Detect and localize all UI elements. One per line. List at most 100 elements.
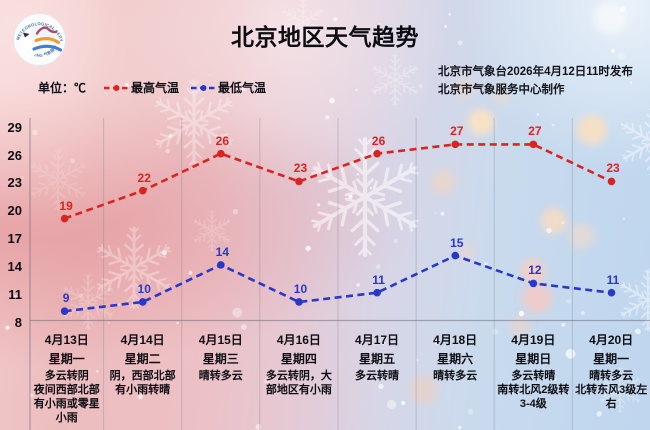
max-temp-point xyxy=(373,149,381,158)
snow-dot xyxy=(70,158,75,164)
forecast-date: 4月14日 xyxy=(120,333,165,347)
forecast-condition-line: 3-4级 xyxy=(519,397,547,410)
forecast-condition: 多云转阴，大 部地区有小雨 xyxy=(256,369,342,397)
snow-dot xyxy=(107,322,110,324)
snowflake-decoration xyxy=(27,148,89,212)
min-temp-point xyxy=(607,288,616,297)
min-temp-value-label: 12 xyxy=(528,263,542,278)
forecast-date: 4月19日 xyxy=(511,333,556,347)
snow-dot xyxy=(369,186,373,190)
forecast-condition: 晴转多云 xyxy=(178,369,264,383)
max-temp-point xyxy=(451,140,460,149)
snow-dot xyxy=(329,97,335,104)
forecast-weekday: 星期一 xyxy=(593,352,630,366)
snowflake-decoration xyxy=(617,268,650,332)
max-temp-value-label: 26 xyxy=(215,133,230,148)
page-title: 北京地区天气趋势 xyxy=(231,24,419,50)
snowflake-decoration xyxy=(308,139,421,255)
min-temp-value-label: 14 xyxy=(215,244,230,259)
bokeh-light xyxy=(541,208,567,234)
bokeh-light xyxy=(431,170,455,194)
snow-dot xyxy=(458,425,462,430)
forecast-condition-line: 右 xyxy=(605,397,617,410)
y-tick-label: 11 xyxy=(8,286,22,302)
max-temp-point xyxy=(60,214,69,223)
snow-dot xyxy=(356,173,360,176)
forecast-date: 4月18日 xyxy=(433,333,478,347)
snow-dot xyxy=(161,250,167,256)
forecast-condition-line: 晴转多云 xyxy=(589,369,634,382)
y-tick-label: 14 xyxy=(7,258,22,274)
forecast-condition: 晴转多云 xyxy=(412,369,498,383)
forecast-date: 4月20日 xyxy=(589,333,634,347)
forecast-condition: 多云转晴 xyxy=(334,369,420,383)
snow-dot xyxy=(467,408,474,415)
snow-dot xyxy=(622,217,626,220)
bokeh-light xyxy=(410,376,438,404)
max-temp-point xyxy=(295,177,303,186)
snow-dot xyxy=(387,399,397,410)
snow-dot xyxy=(418,83,423,89)
snow-dot xyxy=(448,13,451,16)
snow-dot xyxy=(208,74,212,77)
forecast-condition-line: 多云转晴 xyxy=(511,369,556,382)
forecast-date: 4月15日 xyxy=(198,333,243,347)
min-temp-value-label: 11 xyxy=(606,272,620,287)
forecast-date: 4月13日 xyxy=(44,333,89,347)
forecast-weekday: 星期六 xyxy=(437,352,474,366)
snow-dot xyxy=(117,303,121,306)
bokeh-light xyxy=(455,78,475,98)
max-temp-point xyxy=(607,177,616,186)
unit-label: 单位：℃ xyxy=(38,81,87,95)
forecast-condition: 晴转多云 北转东风3级左右 xyxy=(568,369,650,411)
snow-dot xyxy=(32,129,38,136)
forecast-condition-line: 夜间西部北部 xyxy=(33,383,100,396)
min-temp-point xyxy=(373,288,381,297)
min-temp-value-label: 9 xyxy=(62,291,70,306)
snow-dot xyxy=(348,194,353,199)
snow-dot xyxy=(165,148,170,154)
forecast-condition: 多云转晴 南转北风2级转 3-4级 xyxy=(490,369,576,411)
bokeh-light xyxy=(468,109,494,135)
snow-dot xyxy=(176,321,179,325)
snow-dot xyxy=(168,133,173,139)
snow-dot xyxy=(440,211,445,216)
y-tick-label: 20 xyxy=(7,203,22,219)
snow-dot xyxy=(232,209,239,215)
forecast-condition-line: 南转北风2级转 xyxy=(497,383,570,396)
forecast-condition: 阴，西部北部 有小雨转晴 xyxy=(100,369,186,397)
min-temp-value-label: 10 xyxy=(293,281,308,296)
forecast-condition-line: 有小雨转晴 xyxy=(115,383,171,396)
snow-dot xyxy=(596,411,602,417)
snowflake-decoration xyxy=(619,107,650,177)
snow-dot xyxy=(79,293,83,298)
min-temp-line-sample-icon xyxy=(191,84,216,91)
snow-dot xyxy=(621,123,624,126)
forecast-condition-line: 多云转阴，大 xyxy=(265,369,332,382)
bokeh-light xyxy=(577,115,607,145)
max-temp-value-label: 27 xyxy=(450,124,464,139)
bokeh-light xyxy=(522,283,552,313)
forecast-date: 4月17日 xyxy=(355,333,400,347)
bokeh-light xyxy=(569,223,595,249)
forecast-weekday: 星期日 xyxy=(515,352,552,366)
snow-dot xyxy=(551,123,555,127)
y-tick-label: 8 xyxy=(14,314,22,330)
snowflake-decoration xyxy=(369,54,421,106)
legend-item-max-temp: 最高气温 xyxy=(104,79,179,96)
snow-dot xyxy=(375,264,381,269)
max-temp-point xyxy=(529,140,538,149)
snowflake-decoration xyxy=(93,226,175,310)
snow-dot xyxy=(378,383,384,390)
legend-label-max: 最高气温 xyxy=(131,81,180,95)
snow-dot xyxy=(241,324,247,330)
snow-dot xyxy=(581,311,585,315)
snow-dot xyxy=(536,113,540,116)
min-temp-point xyxy=(60,307,69,316)
min-temp-value-label: 11 xyxy=(372,272,385,287)
max-temp-value-label: 19 xyxy=(59,198,73,213)
forecast-condition-line: 晴转多云 xyxy=(433,369,478,382)
issuer-line: 北京市气象台2026年4月12日11时发布 xyxy=(438,66,633,78)
max-temp-value-label: 23 xyxy=(606,161,620,176)
